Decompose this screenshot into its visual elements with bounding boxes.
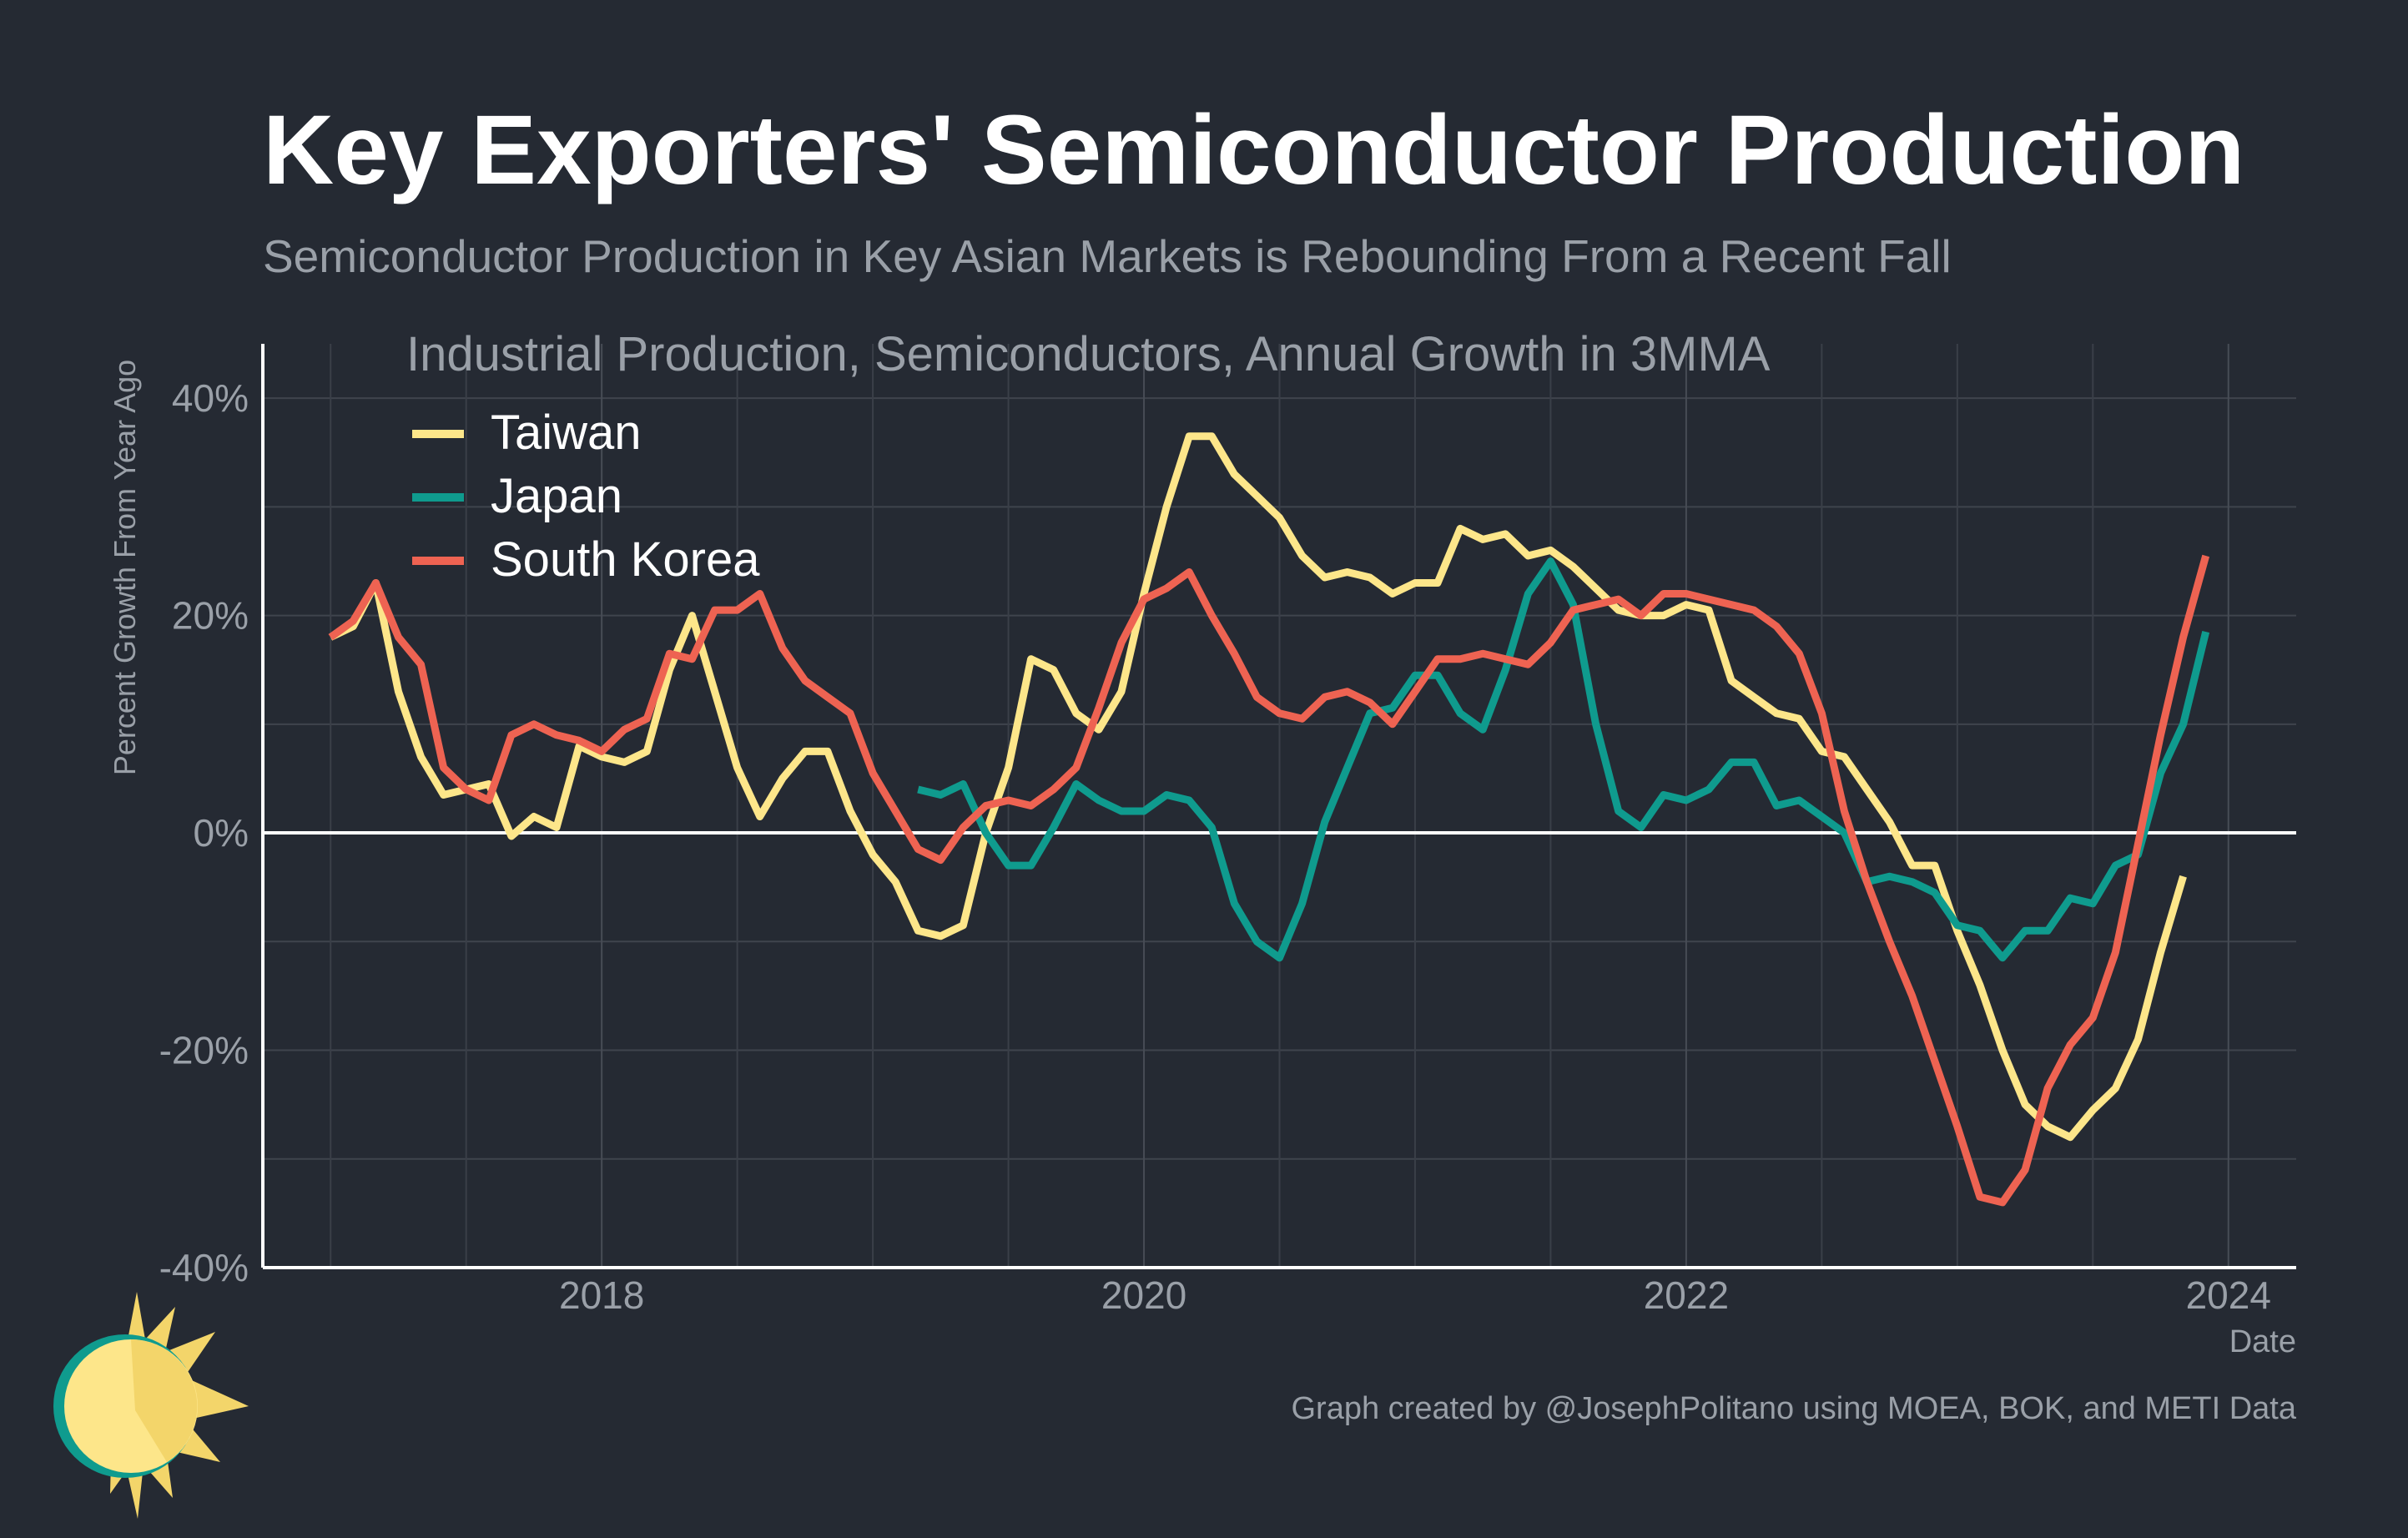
x-tick-label: 2020 [1101,1273,1186,1317]
legend-label: South Korea [491,532,760,587]
chart-caption: Graph created by @JosephPolitano using M… [1292,1391,2297,1426]
legend-label: Japan [491,469,622,523]
y-axis-label: Percent Growth From Year Ago [108,360,142,775]
y-tick-label: -40% [159,1246,249,1289]
y-tick-label: 40% [172,376,249,420]
chart-inner-title: Industrial Production, Semiconductors, A… [406,327,1771,381]
y-tick-label: 0% [194,811,249,855]
legend: Taiwan Japan South Korea [412,406,760,587]
x-tick-labels: 2018 2020 2022 2024 [559,1273,2271,1317]
y-tick-label: -20% [159,1029,249,1072]
x-tick-label: 2018 [559,1273,644,1317]
series-lines [328,432,2210,1207]
sun-logo-icon [53,1292,249,1519]
x-tick-label: 2022 [1644,1273,1729,1317]
chart-title: Key Exporters' Semiconductor Production [263,95,2244,205]
series-line-taiwan [329,432,2187,1142]
x-axis-label: Date [2229,1324,2296,1359]
series-line-japan [917,557,2210,962]
legend-label: Taiwan [491,406,642,460]
series-line-south-korea [328,554,2210,1207]
chart-subtitle: Semiconductor Production in Key Asian Ma… [263,230,1952,282]
gridlines [263,344,2296,1268]
y-tick-labels: 40% 20% 0% -20% -40% [159,376,249,1289]
y-tick-label: 20% [172,594,249,638]
x-tick-label: 2024 [2186,1273,2271,1317]
